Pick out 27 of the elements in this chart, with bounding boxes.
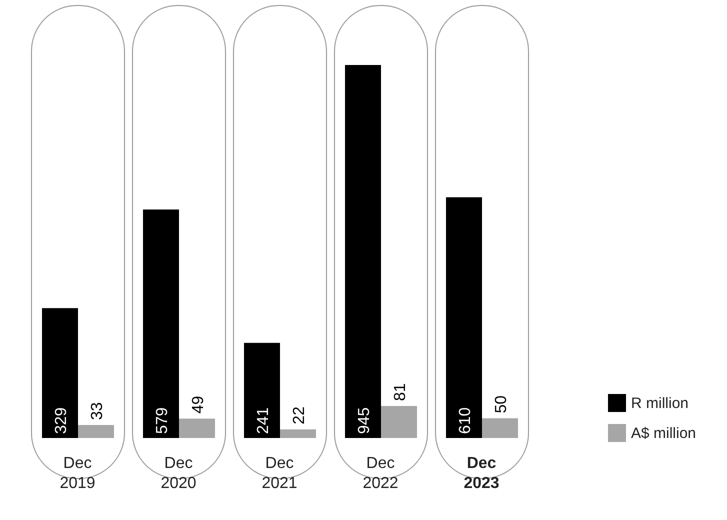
data-label: 241 — [255, 407, 272, 434]
x-tick-label: Dec 2021 — [262, 455, 298, 492]
data-label: 610 — [457, 407, 474, 434]
data-label: 22 — [291, 406, 308, 424]
bar — [446, 197, 482, 438]
x-tick-label: Dec 2019 — [60, 455, 96, 492]
bar — [345, 65, 381, 438]
bar — [78, 424, 114, 438]
data-label: 50 — [493, 395, 510, 414]
data-label: 579 — [154, 407, 171, 434]
x-tick-label: Dec 2023 — [464, 455, 500, 492]
legend-label: R million — [631, 394, 689, 412]
legend-label: A$ million — [631, 424, 696, 442]
x-tick-label: Dec 2022 — [362, 455, 398, 492]
bar — [381, 406, 417, 438]
data-label: 81 — [392, 383, 409, 402]
bar — [482, 418, 518, 438]
bar — [42, 308, 78, 438]
data-label: 49 — [190, 396, 207, 414]
data-label: 945 — [356, 407, 373, 434]
bar — [280, 429, 316, 438]
bar — [179, 418, 215, 438]
data-label: 329 — [53, 407, 70, 434]
bar — [244, 342, 280, 438]
x-tick-label: Dec 2020 — [160, 455, 196, 492]
data-label: 33 — [89, 402, 106, 420]
bar — [143, 209, 179, 438]
